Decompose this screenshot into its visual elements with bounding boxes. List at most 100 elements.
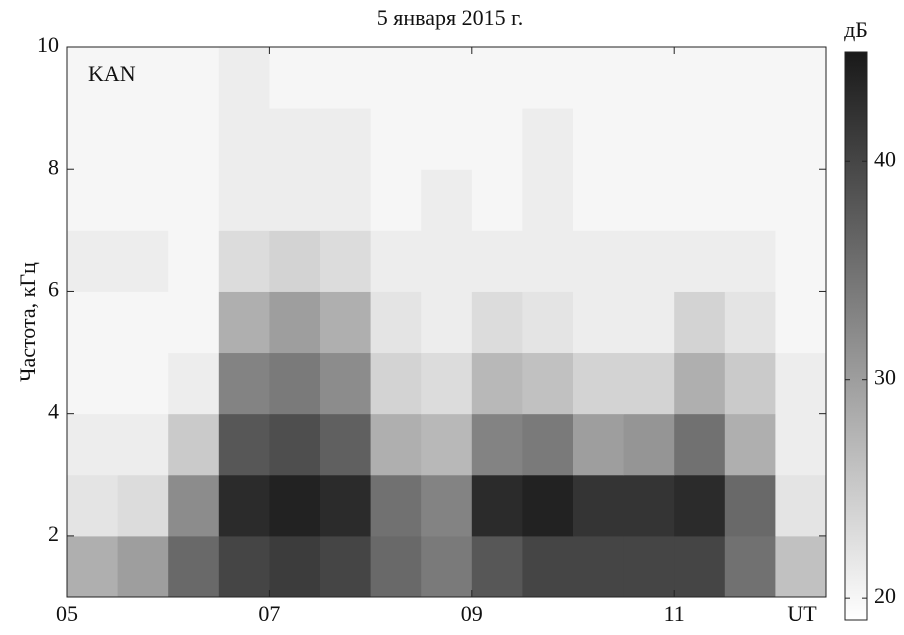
heatmap-cell: [724, 169, 776, 231]
heatmap-cell: [775, 108, 827, 170]
heatmap-cell: [724, 474, 776, 537]
heatmap-cell: [370, 413, 422, 476]
x-tick-label: 07: [258, 601, 280, 626]
heatmap-cell: [623, 535, 675, 598]
heatmap-cell: [471, 413, 523, 476]
heatmap-cell: [320, 169, 372, 231]
heatmap-cell: [471, 47, 523, 109]
chart-title: 5 января 2015 г.: [377, 5, 523, 30]
y-tick-label: 2: [48, 521, 59, 546]
heatmap-cell: [471, 291, 523, 354]
heatmap-cell: [522, 108, 574, 170]
heatmap-cell: [623, 413, 675, 476]
heatmap-cell: [775, 535, 827, 598]
heatmap-cell: [623, 230, 675, 292]
annotation: KAN: [88, 61, 136, 86]
heatmap-cell: [471, 108, 523, 170]
heatmap-cell: [269, 291, 321, 354]
heatmap-cell: [67, 352, 119, 415]
heatmap-cell: [623, 352, 675, 415]
heatmap-cell: [117, 291, 169, 354]
heatmap-cell: [573, 108, 625, 170]
heatmap-cell: [218, 474, 270, 537]
y-tick-label: 8: [48, 154, 59, 179]
heatmap-cell: [623, 47, 675, 109]
heatmap-cell: [67, 230, 119, 292]
heatmap-cell: [421, 230, 473, 292]
heatmap-cell: [67, 291, 119, 354]
heatmap-cell: [218, 108, 270, 170]
colorbar-tick-label: 20: [874, 583, 896, 608]
heatmap-cell: [775, 474, 827, 537]
heatmap-cell: [370, 230, 422, 292]
heatmap: [67, 47, 827, 598]
heatmap-cell: [320, 352, 372, 415]
heatmap-cell: [370, 108, 422, 170]
heatmap-cell: [775, 230, 827, 292]
heatmap-cell: [67, 474, 119, 537]
heatmap-cell: [471, 169, 523, 231]
x-unit-label: UT: [787, 601, 817, 626]
heatmap-cell: [67, 47, 119, 109]
heatmap-cell: [674, 291, 726, 354]
heatmap-cell: [471, 352, 523, 415]
heatmap-cell: [269, 413, 321, 476]
heatmap-cell: [67, 169, 119, 231]
heatmap-cell: [269, 108, 321, 170]
heatmap-cell: [168, 291, 220, 354]
heatmap-cell: [168, 230, 220, 292]
heatmap-cell: [117, 413, 169, 476]
heatmap-cell: [320, 535, 372, 598]
heatmap-cell: [674, 47, 726, 109]
heatmap-cell: [674, 474, 726, 537]
heatmap-cell: [370, 352, 422, 415]
heatmap-cell: [724, 47, 776, 109]
heatmap-cell: [320, 230, 372, 292]
heatmap-cell: [573, 291, 625, 354]
heatmap-cell: [320, 291, 372, 354]
heatmap-cell: [67, 413, 119, 476]
heatmap-cell: [674, 230, 726, 292]
heatmap-cell: [724, 535, 776, 598]
heatmap-cell: [573, 535, 625, 598]
heatmap-cell: [218, 169, 270, 231]
heatmap-cell: [573, 169, 625, 231]
heatmap-cell: [573, 47, 625, 109]
heatmap-cell: [269, 47, 321, 109]
heatmap-cell: [117, 169, 169, 231]
heatmap-cell: [421, 47, 473, 109]
heatmap-cell: [724, 352, 776, 415]
heatmap-cell: [370, 169, 422, 231]
x-tick-label: 11: [664, 601, 685, 626]
heatmap-cell: [775, 47, 827, 109]
heatmap-cell: [168, 47, 220, 109]
heatmap-cell: [471, 474, 523, 537]
plot-frame: [66, 46, 827, 598]
heatmap-cell: [269, 535, 321, 598]
heatmap-cell: [117, 535, 169, 598]
heatmap-cell: [724, 230, 776, 292]
colorbar-label: дБ: [844, 17, 868, 42]
heatmap-cell: [67, 108, 119, 170]
heatmap-cell: [370, 474, 422, 537]
y-tick-label: 4: [48, 399, 59, 424]
heatmap-cell: [674, 413, 726, 476]
heatmap-cell: [623, 474, 675, 537]
heatmap-cell: [522, 535, 574, 598]
heatmap-cell: [421, 108, 473, 170]
heatmap-cell: [218, 352, 270, 415]
heatmap-cell: [168, 169, 220, 231]
heatmap-cell: [117, 230, 169, 292]
colorbar-tick-label: 40: [874, 146, 896, 171]
heatmap-cell: [623, 291, 675, 354]
heatmap-cell: [218, 413, 270, 476]
heatmap-cell: [522, 291, 574, 354]
heatmap-cell: [421, 291, 473, 354]
heatmap-cell: [623, 108, 675, 170]
heatmap-cell: [320, 474, 372, 537]
heatmap-cell: [320, 47, 372, 109]
y-tick-label: 6: [48, 276, 59, 301]
heatmap-cell: [370, 47, 422, 109]
heatmap-cell: [573, 413, 625, 476]
heatmap-cell: [522, 474, 574, 537]
